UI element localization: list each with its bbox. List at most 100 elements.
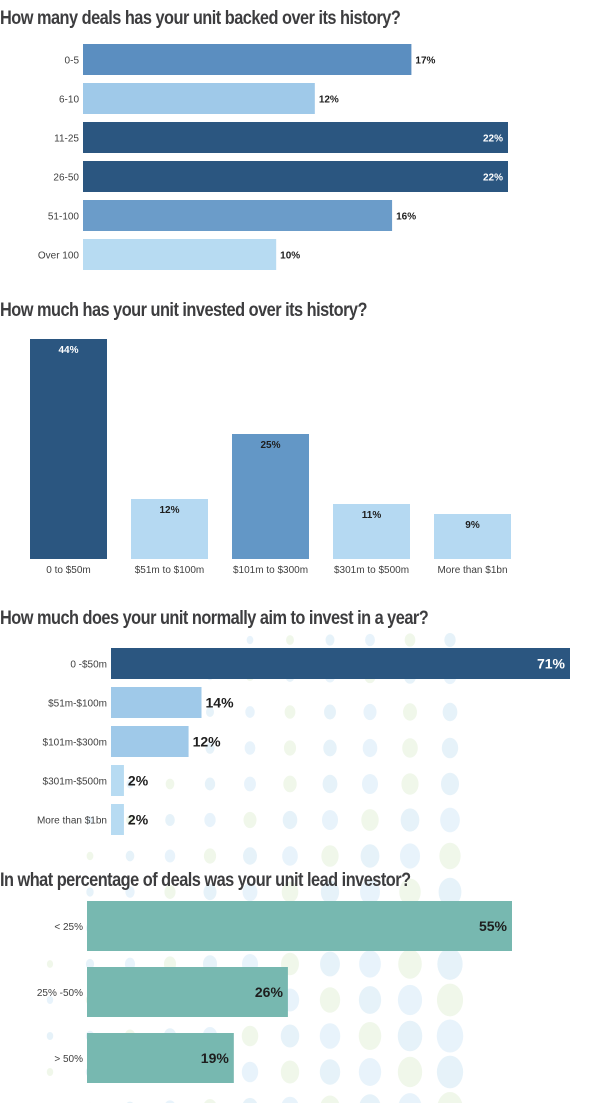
background-dot: [360, 879, 380, 905]
bar: [83, 122, 508, 153]
background-dot: [86, 887, 94, 897]
background-dot: [281, 1096, 299, 1103]
value-label: 11%: [362, 510, 382, 521]
background-dot: [205, 706, 215, 718]
category-label: 0 to $50m: [46, 565, 90, 576]
background-dot: [283, 775, 297, 793]
background-dot: [205, 742, 215, 754]
value-label: 9%: [465, 520, 480, 531]
background-dot: [402, 738, 418, 758]
value-label: 17%: [415, 56, 435, 67]
bar: [83, 239, 277, 270]
background-dot: [283, 740, 297, 756]
background-dot: [361, 773, 379, 795]
background-dot: [125, 886, 135, 898]
background-dot: [46, 1031, 54, 1041]
background-dot: [438, 877, 462, 907]
background-dot: [164, 885, 176, 899]
background-dot: [440, 772, 460, 796]
value-label: 22%: [483, 173, 503, 184]
background-dot: [358, 986, 382, 1014]
background-dot: [241, 1061, 259, 1083]
bar: [333, 504, 410, 559]
background-dot: [359, 950, 381, 978]
background-dot: [437, 1092, 463, 1103]
background-dot: [320, 880, 340, 904]
value-label: 10%: [280, 251, 300, 262]
chart-title: How much has your unit invested over its…: [0, 300, 367, 321]
category-label: 51-100: [48, 212, 80, 223]
background-dot: [244, 741, 256, 755]
bar: [83, 83, 315, 114]
category-label: $101m to $300m: [233, 565, 308, 576]
bar: [83, 161, 508, 192]
bar: [83, 44, 412, 75]
value-label: 12%: [319, 95, 339, 106]
background-dot: [319, 1023, 341, 1049]
category-label: 0 -$50m: [70, 660, 107, 671]
background-dot: [363, 703, 377, 721]
bar: [131, 499, 208, 559]
background-dot: [282, 846, 298, 866]
background-dot: [241, 1025, 259, 1047]
annual-investment-plot: 0 -$50m 71% $51m-$100m 14% $101m-$300m 12% $30…: [37, 648, 570, 835]
category-label: $51m-$100m: [48, 699, 107, 710]
background-dot: [397, 984, 423, 1016]
background-dot: [397, 1020, 423, 1052]
value-label: 12%: [159, 505, 179, 516]
value-label: 2%: [128, 812, 149, 828]
value-label: 14%: [206, 695, 235, 711]
background-dot: [441, 737, 459, 759]
category-label: 0-5: [65, 56, 80, 67]
background-dot: [439, 842, 461, 870]
value-label: 25%: [260, 440, 280, 451]
bar: [87, 967, 288, 1017]
background-dot: [401, 773, 419, 795]
background-dot: [398, 949, 422, 979]
background-dot: [244, 776, 256, 792]
background-dot: [324, 704, 336, 720]
bar: [232, 434, 309, 559]
background-dot: [86, 851, 94, 861]
background-dot: [204, 777, 216, 791]
background-dot: [204, 1099, 216, 1103]
background-dot: [358, 1058, 382, 1086]
value-label: 19%: [201, 1050, 230, 1066]
background-dot: [437, 948, 463, 980]
background-dot: [242, 882, 258, 902]
background-dot: [358, 1021, 382, 1051]
background-dot: [245, 706, 255, 718]
background-dot: [85, 958, 95, 970]
category-label: $101m-$300m: [43, 738, 107, 749]
background-dot: [322, 774, 338, 794]
category-label: 6-10: [59, 95, 79, 106]
category-label: More than $1bn: [437, 565, 507, 576]
background-dot: [436, 983, 464, 1017]
category-label: 26-50: [53, 173, 79, 184]
category-label: More than $1bn: [37, 816, 107, 827]
background-dot: [442, 702, 458, 722]
category-label: $301m-$500m: [43, 777, 107, 788]
bar: [111, 648, 570, 679]
chart-title: How much does your unit normally aim to …: [0, 608, 429, 629]
background-dot: [319, 1059, 341, 1085]
lead-investor-plot: < 25% 55% 25% -50% 26% > 50% 19%: [37, 901, 512, 1083]
bar: [87, 1033, 234, 1083]
background-dot: [323, 739, 337, 757]
background-dot: [436, 1055, 464, 1089]
background-dot: [126, 779, 134, 789]
background-dot: [398, 1093, 422, 1103]
background-dot: [165, 1100, 175, 1103]
background-dot: [204, 812, 216, 828]
background-dot: [399, 843, 421, 869]
category-label: 11-25: [54, 134, 79, 145]
value-label: 26%: [255, 984, 284, 1000]
background-dot: [46, 1067, 54, 1077]
background-dot: [280, 1060, 300, 1084]
bar: [87, 901, 512, 951]
bar: [111, 687, 202, 718]
bar: [434, 514, 511, 559]
category-label: Over 100: [38, 251, 80, 262]
category-label: < 25%: [54, 922, 83, 933]
background-dot: [320, 1095, 340, 1103]
